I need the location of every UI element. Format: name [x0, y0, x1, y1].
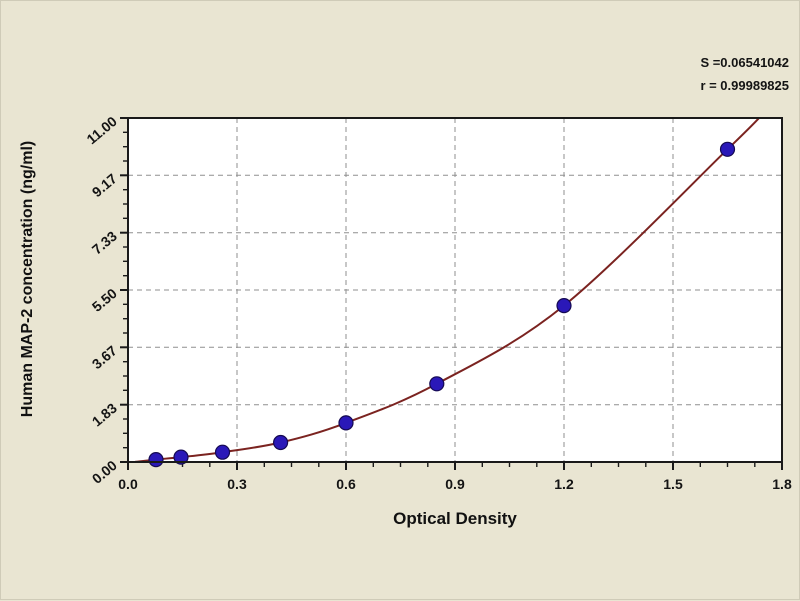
x-axis-title: Optical Density	[393, 509, 517, 528]
data-point	[214, 444, 231, 460]
stat-standard-error: S =0.06541042	[700, 55, 789, 70]
y-tick-label: 1.83	[89, 400, 120, 430]
x-tick-label: 0.0	[118, 476, 138, 492]
y-tick-label: 0.00	[89, 457, 120, 487]
x-tick-label: 0.6	[336, 476, 356, 492]
y-tick-label: 3.67	[89, 342, 120, 372]
y-tick-label: 11.00	[83, 113, 120, 147]
data-point	[338, 415, 354, 431]
fit-statistics: S =0.06541042 r = 0.99989825	[700, 51, 789, 97]
x-tick-label: 1.8	[772, 476, 792, 492]
x-tick-label: 0.3	[227, 476, 247, 492]
data-point	[273, 434, 289, 451]
data-point	[556, 298, 572, 314]
data-point	[719, 141, 736, 157]
stat-correlation: r = 0.99989825	[700, 78, 789, 93]
y-axis-title: Human MAP-2 concentration (ng/ml)	[19, 140, 36, 418]
y-tick-label: 9.17	[89, 170, 120, 200]
plot-frame	[127, 117, 783, 463]
x-tick-label: 0.9	[445, 476, 465, 492]
y-tick-label: 7.33	[89, 228, 120, 258]
data-point	[148, 452, 164, 468]
y-tick-label: 5.50	[89, 285, 120, 315]
x-tick-label: 1.2	[554, 476, 574, 492]
data-point	[429, 376, 445, 392]
x-tick-label: 1.5	[663, 476, 683, 492]
data-point	[173, 449, 189, 465]
